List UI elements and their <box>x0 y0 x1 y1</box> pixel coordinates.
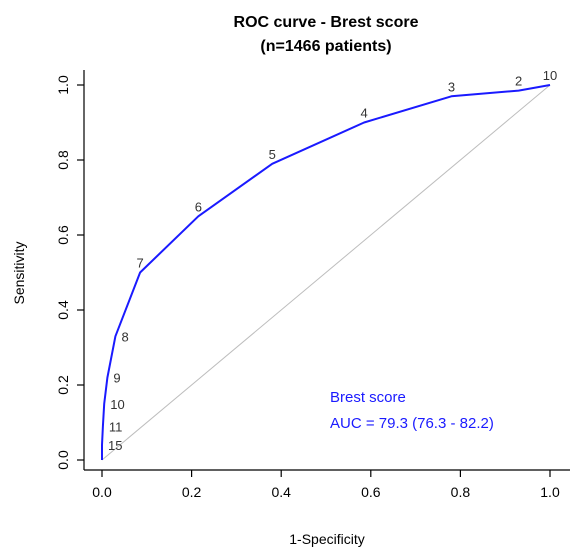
x-tick-label: 1.0 <box>540 484 560 500</box>
threshold-label: 7 <box>136 256 143 271</box>
threshold-label: 9 <box>113 371 120 386</box>
y-tick-label: 0.8 <box>55 150 71 170</box>
threshold-label: 2 <box>515 74 522 89</box>
y-tick-label: 0.0 <box>55 450 71 470</box>
annotation-line2: AUC = 79.3 (76.3 - 82.2) <box>330 415 494 432</box>
threshold-label: 5 <box>269 147 276 162</box>
diagonal-line <box>101 84 551 461</box>
threshold-label: 8 <box>121 329 128 344</box>
threshold-label: 11 <box>109 419 123 434</box>
y-tick-label: 0.2 <box>55 375 71 395</box>
chart-title-line1: ROC curve - Brest score <box>234 14 419 31</box>
threshold-label: 10 <box>110 397 124 412</box>
x-tick-label: 0.2 <box>182 484 202 500</box>
x-tick-label: 0.4 <box>271 484 291 500</box>
threshold-label: 4 <box>360 106 367 121</box>
annotation-line1: Brest score <box>330 389 406 406</box>
threshold-label: 15 <box>108 438 122 453</box>
threshold-label: 6 <box>195 199 202 214</box>
threshold-label: 10 <box>543 68 557 83</box>
axes: 0.0 0.2 0.4 0.6 0.8 1.0 0.0 0.2 0.4 0.6 0.8 1.0 <box>55 70 570 500</box>
x-tick-label: 0.6 <box>361 484 381 500</box>
x-tick-label: 0.8 <box>451 484 471 500</box>
threshold-label: 3 <box>448 79 455 94</box>
x-axis-label: 1-Specificity <box>289 531 364 547</box>
diagonal-reference-line <box>101 84 551 461</box>
y-tick-label: 0.4 <box>55 300 71 320</box>
y-tick-label: 0.6 <box>55 225 71 245</box>
roc-curve-line <box>101 84 551 460</box>
y-axis-label: Sensitivity <box>11 241 27 304</box>
x-tick-label: 0.0 <box>92 484 112 500</box>
roc-series <box>101 84 551 460</box>
chart-title-line2: (n=1466 patients) <box>260 38 391 55</box>
y-tick-label: 1.0 <box>55 75 71 95</box>
threshold-labels: 15 11 10 9 8 7 6 5 4 3 2 10 <box>108 68 557 453</box>
